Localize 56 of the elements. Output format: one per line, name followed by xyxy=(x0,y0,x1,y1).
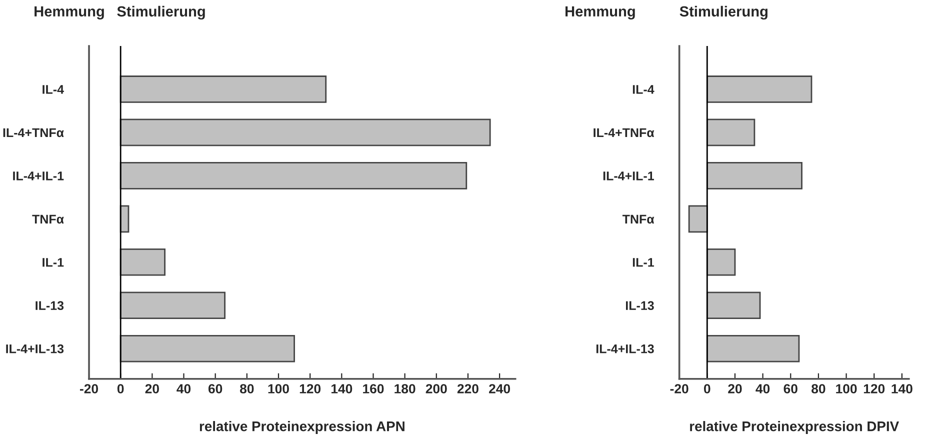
y-tick-label: IL-4+IL-1 xyxy=(13,172,64,180)
bar xyxy=(688,205,708,233)
bar xyxy=(120,76,327,103)
x-tick-label: 120 xyxy=(864,384,885,394)
x-tick-label: 60 xyxy=(784,384,798,394)
bar xyxy=(120,162,468,190)
bar xyxy=(706,334,800,362)
x-tick-label: -20 xyxy=(670,384,688,394)
x-tick-label: 60 xyxy=(208,384,222,394)
bar xyxy=(120,292,226,320)
x-tick-label: 140 xyxy=(892,384,912,394)
y-tick-label: IL-4+IL-13 xyxy=(596,344,654,354)
x-tick-label: 240 xyxy=(489,384,510,394)
y-tick-label: IL-4+IL-1 xyxy=(603,172,654,180)
x-tick-label: 40 xyxy=(176,384,191,394)
y-tick-label: IL-4+TNFα xyxy=(594,128,654,138)
y-tick-label: IL-13 xyxy=(626,301,654,310)
y-tick-label: TNFα xyxy=(32,214,64,224)
x-tick-label: 20 xyxy=(145,384,159,394)
bar xyxy=(706,76,812,103)
x-tick-label: -20 xyxy=(80,384,98,394)
x-axis-title: relative Proteinexpression APN xyxy=(200,421,404,434)
y-tick-label: IL-4 xyxy=(42,85,64,94)
text: Stimulierung xyxy=(680,6,768,20)
x-tick-label: 220 xyxy=(457,384,478,394)
text: Hemmung xyxy=(34,6,104,20)
y-tick-label: IL-4+TNFα xyxy=(3,128,64,138)
bar xyxy=(120,334,295,362)
x-tick-label: 0 xyxy=(704,384,710,394)
x-tick-label: 100 xyxy=(836,384,857,394)
x-tick-label: 20 xyxy=(728,384,742,394)
x-tick-label: 80 xyxy=(812,384,826,394)
x-axis-title: relative Proteinexpression DPIV xyxy=(690,421,899,434)
x-tick-label: 180 xyxy=(394,384,416,394)
y-tick-label: TNFα xyxy=(622,214,654,224)
x-tick-label: 200 xyxy=(426,384,447,394)
bar xyxy=(120,248,166,276)
x-tick-label: 120 xyxy=(300,384,321,394)
x-tick-label: 100 xyxy=(268,384,289,394)
text: Hemmung xyxy=(566,6,635,20)
bar xyxy=(706,248,736,276)
y-tick-label: IL-4+IL-13 xyxy=(6,344,64,354)
text: Stimulierung xyxy=(117,6,205,20)
bar xyxy=(706,162,802,190)
x-tick-label: 160 xyxy=(363,384,384,394)
y-tick-label: IL-1 xyxy=(632,258,654,267)
x-tick-label: 0 xyxy=(117,384,124,394)
bar xyxy=(706,118,756,146)
y-tick-label: IL-4 xyxy=(632,85,654,94)
bar xyxy=(120,118,491,146)
y-tick-label: IL-13 xyxy=(36,301,64,310)
y-tick-label: IL-1 xyxy=(42,258,64,267)
bar xyxy=(706,292,761,320)
x-tick-label: 80 xyxy=(240,384,254,394)
x-tick-label: 40 xyxy=(756,384,770,394)
x-tick-label: 140 xyxy=(331,384,352,394)
